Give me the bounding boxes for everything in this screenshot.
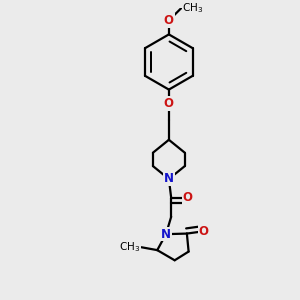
Text: N: N (161, 228, 171, 241)
Text: O: O (199, 225, 209, 238)
Text: N: N (164, 172, 174, 185)
Text: O: O (183, 191, 193, 204)
Text: O: O (164, 14, 174, 27)
Text: CH$_3$: CH$_3$ (182, 2, 203, 15)
Text: N: N (164, 172, 174, 185)
Text: CH$_3$: CH$_3$ (119, 240, 140, 254)
Text: O: O (164, 97, 174, 110)
Text: N: N (161, 228, 171, 241)
